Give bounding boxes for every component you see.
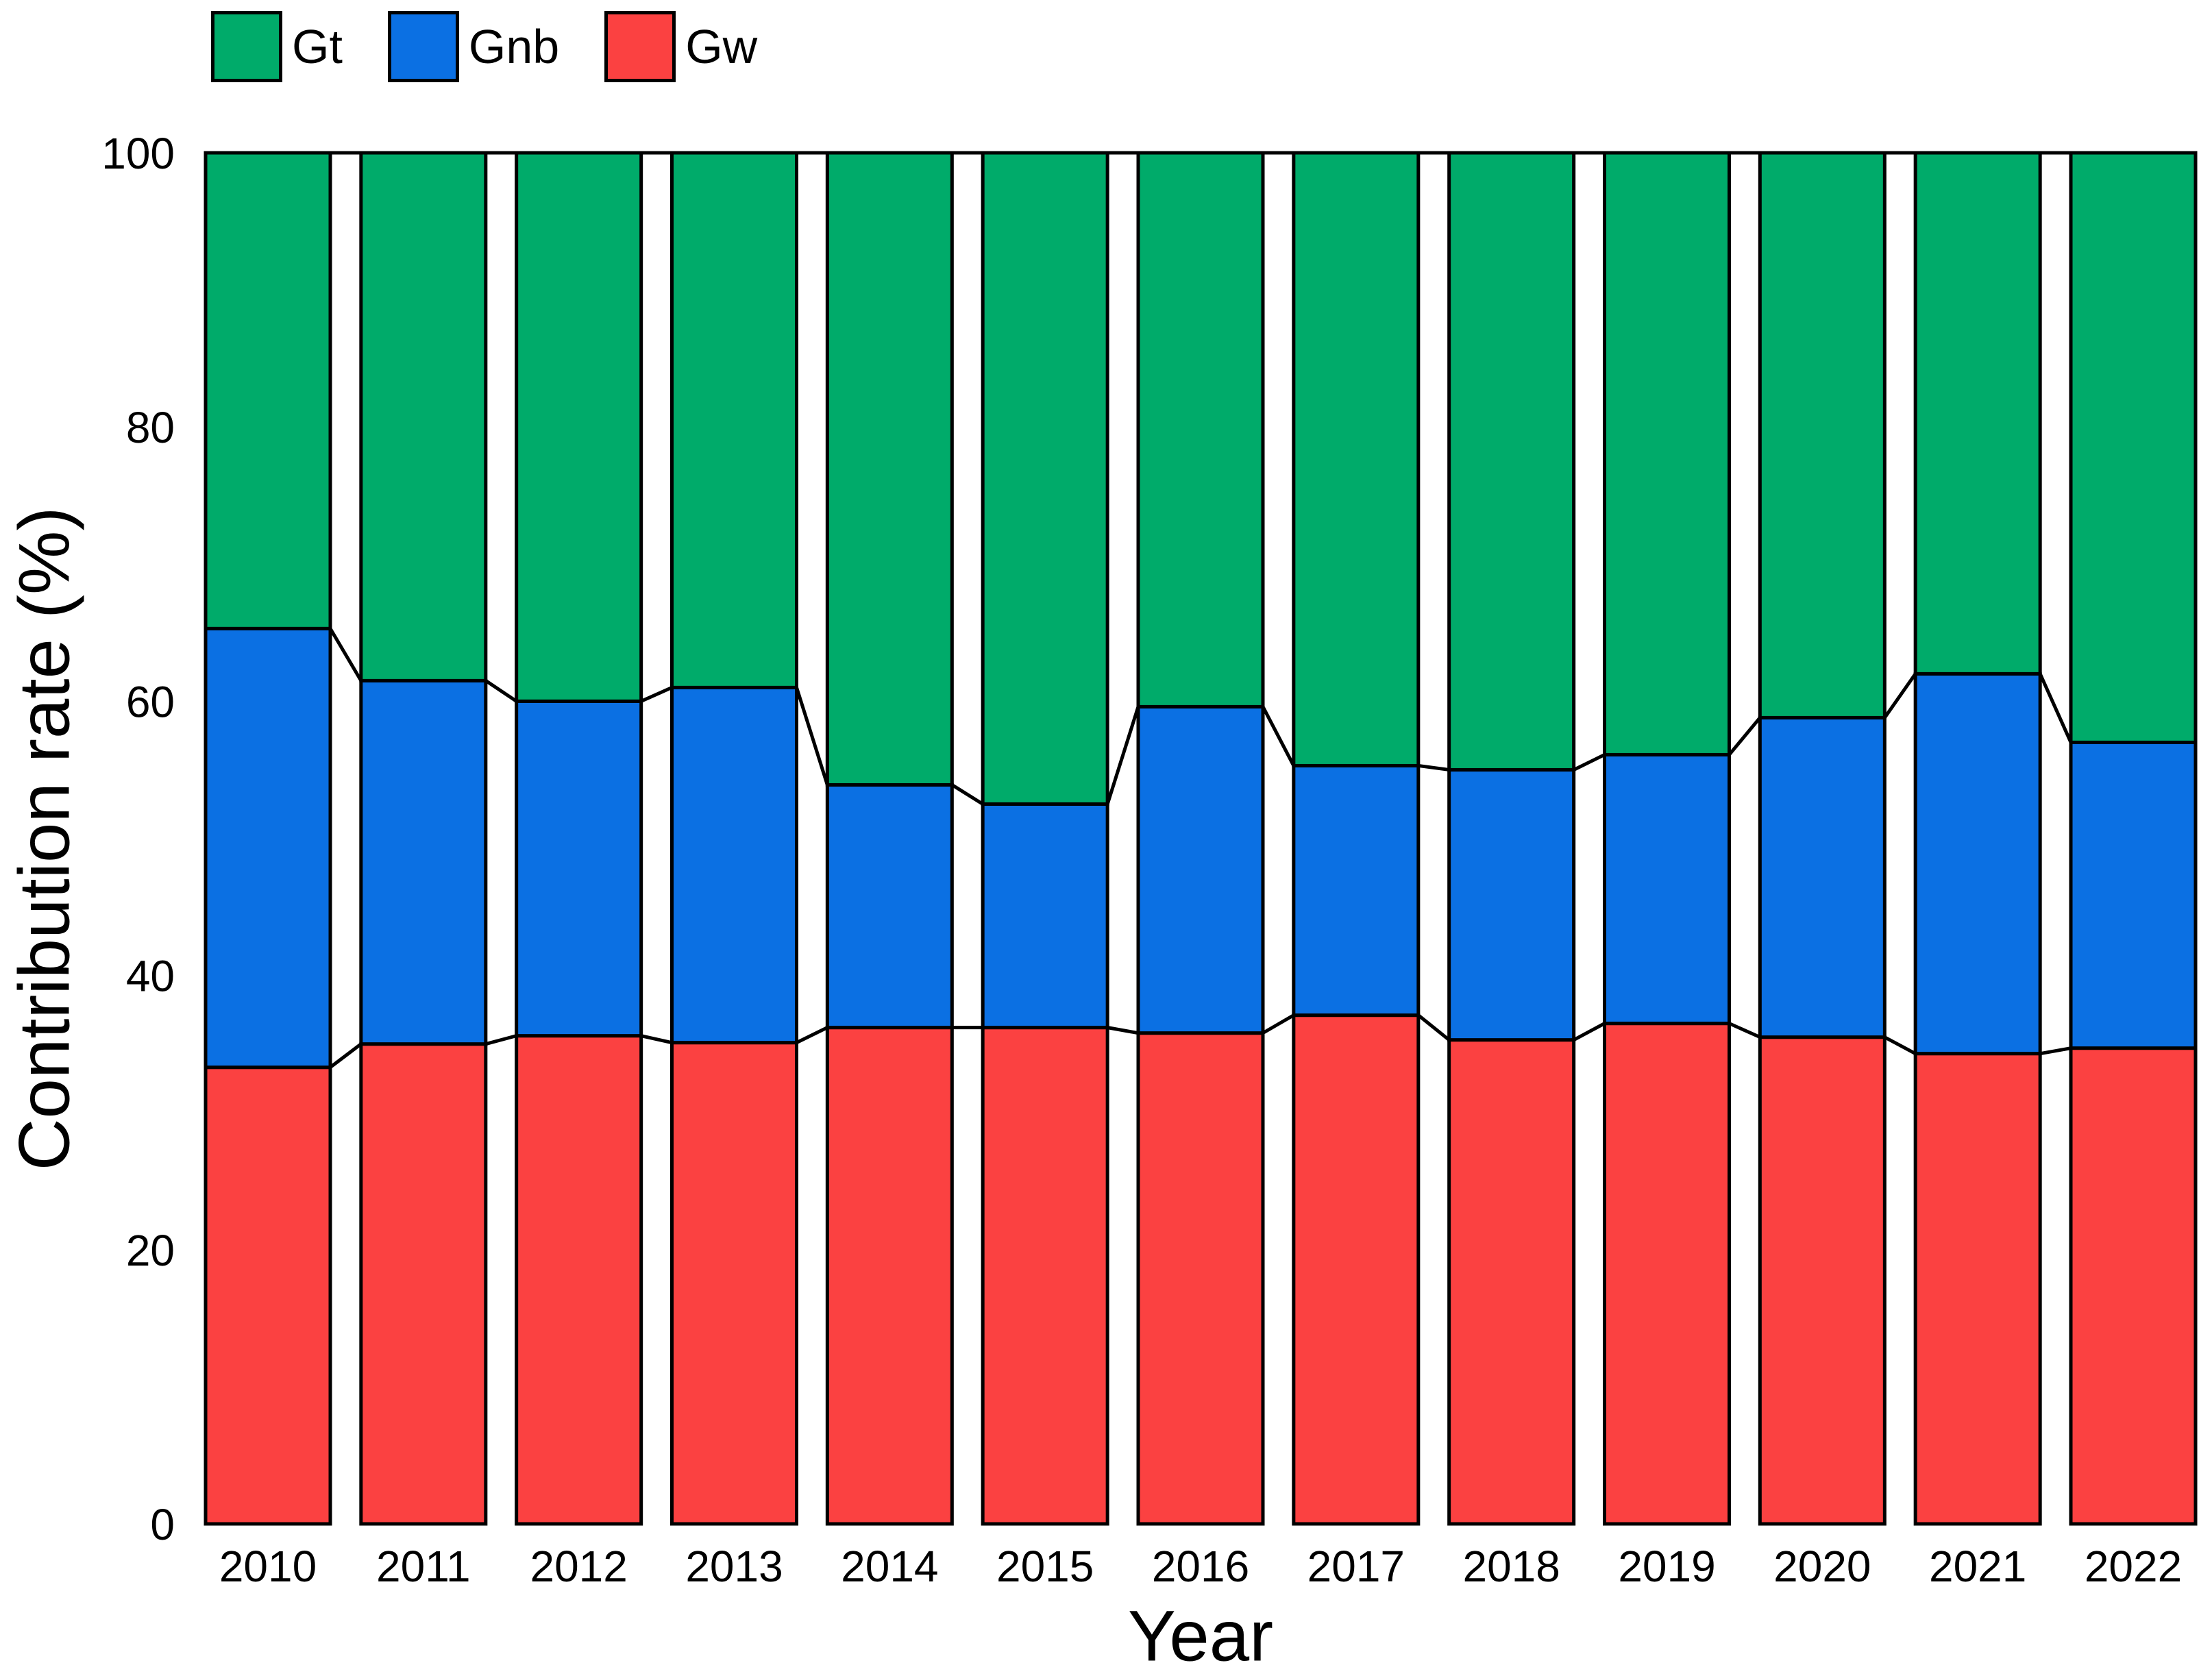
bar-segment-gt-2018 (1447, 151, 1576, 772)
connector-line (1261, 706, 1296, 767)
bar-segment-gnb-2015 (981, 802, 1109, 1030)
bar-segment-gnb-2020 (1758, 715, 1887, 1039)
bar-segment-gw-2022 (2069, 1046, 2198, 1526)
bar-segment-gnb-2013 (670, 685, 798, 1045)
connector-line (951, 783, 984, 806)
bar-segment-gt-2014 (825, 151, 954, 787)
legend: Gt Gnb Gw (211, 11, 802, 82)
bar-segment-gw-2020 (1758, 1035, 1887, 1526)
x-tick-label-2020: 2020 (1773, 1542, 1871, 1591)
bar-segment-gnb-2012 (515, 699, 643, 1038)
x-tick-label-2019: 2019 (1618, 1542, 1715, 1591)
bar-segment-gw-2018 (1447, 1038, 1576, 1526)
bar-segment-gnb-2014 (825, 782, 954, 1030)
bar-segment-gw-2010 (204, 1065, 332, 1526)
y-tick-label-40: 40 (126, 952, 175, 1001)
bar-segment-gnb-2022 (2069, 740, 2198, 1050)
y-tick-label-0: 0 (150, 1500, 175, 1549)
x-tick-label-2013: 2013 (685, 1542, 783, 1591)
connector-line (1262, 1013, 1295, 1035)
legend-label-gw: Gw (685, 20, 758, 73)
bar-segment-gt-2010 (204, 151, 332, 630)
bar-segment-gnb-2018 (1447, 767, 1576, 1042)
connector-line (1418, 763, 1449, 772)
bar-segment-gnb-2019 (1603, 752, 1731, 1026)
x-tick-label-2010: 2010 (219, 1542, 317, 1591)
connector-line (329, 1042, 362, 1069)
x-tick-label-2014: 2014 (841, 1542, 938, 1591)
bar-segment-gt-2022 (2069, 151, 2198, 744)
bar-segment-gt-2011 (359, 151, 488, 682)
x-tick-label-2016: 2016 (1152, 1542, 1249, 1591)
connector-line (1105, 706, 1140, 805)
x-tick-label-2018: 2018 (1462, 1542, 1560, 1591)
bar-segment-gt-2021 (1913, 151, 2042, 676)
connector-line (484, 679, 518, 703)
connector-line (640, 686, 673, 703)
bar-segment-gt-2019 (1603, 151, 1731, 756)
bar-segment-gw-2013 (670, 1041, 798, 1526)
bar-segment-gt-2015 (981, 151, 1109, 806)
x-tick-label-2021: 2021 (1929, 1542, 2026, 1591)
bar-segment-gt-2020 (1758, 151, 1887, 719)
connector-line (1107, 1026, 1139, 1035)
bar-segment-gw-2015 (981, 1026, 1109, 1526)
bar-segment-gw-2014 (825, 1026, 954, 1526)
connector-line (1728, 1022, 1761, 1039)
legend-swatch-gnb (387, 11, 459, 82)
legend-item-gnb: Gnb (387, 11, 560, 82)
bar-segment-gt-2012 (515, 151, 643, 703)
connector-line (2038, 673, 2073, 743)
x-axis-title: Year (1127, 1596, 1274, 1676)
connector-line (796, 1026, 828, 1044)
y-tick-label-100: 100 (101, 129, 175, 178)
bar-segment-gnb-2017 (1292, 763, 1421, 1018)
x-tick-label-2015: 2015 (996, 1542, 1094, 1591)
legend-item-gw: Gw (604, 11, 757, 82)
legend-item-gt: Gt (211, 11, 343, 82)
connector-line (1417, 1013, 1451, 1042)
y-tick-label-80: 80 (126, 403, 175, 452)
connector-line (1728, 716, 1762, 756)
bar-segment-gt-2016 (1136, 151, 1265, 708)
bar-segment-gnb-2016 (1136, 704, 1265, 1035)
connector-line (795, 687, 829, 786)
bar-segment-gw-2012 (515, 1034, 643, 1526)
connector-line (1883, 672, 1917, 719)
bar-segment-gw-2021 (1913, 1052, 2042, 1526)
bar-segment-gt-2013 (670, 151, 798, 689)
bar-segment-gw-2016 (1136, 1031, 1265, 1526)
x-tick-label-2011: 2011 (376, 1542, 471, 1591)
connector-line (485, 1034, 517, 1046)
bar-segment-gw-2019 (1603, 1022, 1731, 1526)
connector-line (1884, 1035, 1917, 1055)
y-tick-label-20: 20 (126, 1226, 175, 1275)
x-tick-label-2022: 2022 (2085, 1542, 2182, 1591)
bar-segment-gt-2017 (1292, 151, 1421, 767)
legend-swatch-gw (604, 11, 676, 82)
legend-label-gnb: Gnb (468, 20, 560, 73)
connector-line (641, 1034, 673, 1045)
connector-line (1573, 753, 1606, 772)
connector-line (1573, 1022, 1606, 1042)
legend-swatch-gt (211, 11, 282, 82)
connector-line (328, 628, 362, 682)
bar-segment-gnb-2010 (204, 626, 332, 1070)
bar-segment-gnb-2021 (1913, 671, 2042, 1056)
bar-segment-gw-2011 (359, 1042, 488, 1526)
legend-label-gt: Gt (292, 20, 343, 73)
connector-line (2039, 1046, 2072, 1056)
x-tick-label-2012: 2012 (530, 1542, 627, 1591)
y-tick-label-60: 60 (126, 677, 175, 726)
bar-segment-gnb-2011 (359, 678, 488, 1046)
x-tick-label-2017: 2017 (1307, 1542, 1405, 1591)
bar-segment-gw-2017 (1292, 1013, 1421, 1526)
